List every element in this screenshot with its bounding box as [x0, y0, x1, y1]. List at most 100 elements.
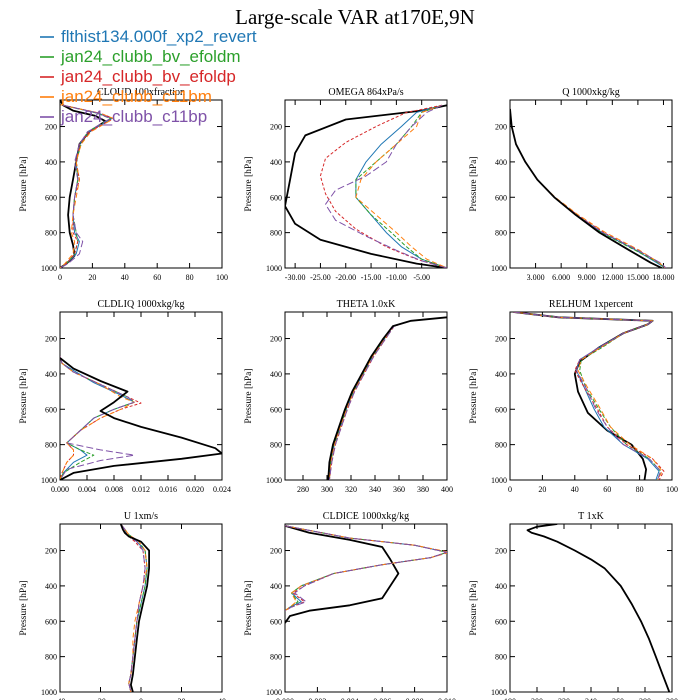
x-tick-label: -20 [95, 697, 106, 700]
series-line-c4 [285, 525, 447, 612]
x-tick-label: 200 [531, 697, 543, 700]
y-tick-label: 800 [495, 653, 507, 662]
x-tick-label: -25.00 [310, 273, 331, 282]
x-tick-label: 40 [571, 485, 579, 494]
series-line-c2 [60, 104, 111, 268]
y-tick-label: 1000 [266, 264, 282, 273]
y-tick-label: 400 [45, 370, 57, 379]
series-line-c3 [328, 316, 447, 480]
y-tick-label: 1000 [491, 264, 507, 273]
y-tick-label: 1000 [266, 688, 282, 697]
x-tick-label: 18.000 [652, 273, 674, 282]
series-line-c2 [285, 525, 447, 612]
series-group [327, 316, 447, 480]
panel-2: OMEGA 864xPa/s Pressure [hPa] 200 400 600 800… [244, 87, 448, 282]
x-tick-label: 240 [585, 697, 597, 700]
series-line-c3 [60, 356, 142, 480]
y-axis-label: Pressure [hPa] [19, 156, 29, 211]
x-tick-label: 0.002 [308, 697, 326, 700]
panel-8: CLDICE 1000xkg/kg Pressure [hPa] 200 400 600… [244, 511, 456, 700]
panel-9: T 1xK Pressure [hPa] 200 400 600 800 1000180 20… [469, 511, 678, 700]
y-tick-label: 400 [45, 582, 57, 591]
series-group [510, 108, 667, 268]
panel-title: Q 1000xkg/kg [562, 87, 620, 98]
x-tick-label: 20 [178, 697, 186, 700]
series-line-c3 [527, 524, 670, 692]
x-tick-label: 0.000 [276, 697, 294, 700]
panel-title: OMEGA 864xPa/s [328, 87, 403, 98]
series-line-c0 [119, 524, 151, 692]
series-group [513, 312, 665, 480]
series-line-c0 [526, 524, 671, 692]
panel-title: RELHUM 1xpercent [549, 299, 633, 310]
y-tick-label: 800 [45, 653, 57, 662]
series-line-c1 [510, 108, 666, 268]
series-line-c4 [60, 104, 114, 268]
legend-label: jan24_clubb_c11bp [60, 107, 207, 126]
x-tick-label: 0.020 [186, 485, 204, 494]
x-tick-label: 0.000 [51, 485, 69, 494]
series-line-c3 [319, 104, 447, 268]
y-tick-label: 400 [45, 158, 57, 167]
legend-label: flthist134.000f_xp2_revert [61, 27, 257, 46]
panel-title: CLDICE 1000xkg/kg [323, 511, 409, 522]
series-line-c4 [513, 312, 663, 480]
y-tick-label: 200 [45, 123, 57, 132]
x-tick-label: -30.00 [285, 273, 306, 282]
y-axis-label: Pressure [hPa] [19, 580, 29, 635]
series-line-c5 [510, 108, 667, 268]
x-tick-label: 60 [153, 273, 161, 282]
series-line-c0 [513, 312, 654, 480]
series-line-c1 [527, 524, 670, 692]
y-tick-label: 800 [495, 229, 507, 238]
x-tick-label: 300 [321, 485, 333, 494]
x-tick-label: 0.012 [132, 485, 150, 494]
figure-title: Large-scale VAR at170E,9N [235, 5, 475, 29]
series-group [60, 356, 222, 480]
x-tick-label: -15.00 [361, 273, 382, 282]
x-tick-label: 260 [612, 697, 624, 700]
y-axis-label: Pressure [hPa] [244, 580, 254, 635]
x-tick-label: 180 [504, 697, 516, 700]
y-tick-label: 800 [270, 653, 282, 662]
series-line-c5 [527, 524, 670, 692]
series-line-c4 [355, 104, 447, 268]
x-tick-label: 320 [345, 485, 357, 494]
series-group [285, 524, 447, 624]
legend: flthist134.000f_xp2_revertjan24_clubb_bv… [40, 27, 257, 126]
y-tick-label: 800 [270, 441, 282, 450]
y-tick-label: 1000 [491, 688, 507, 697]
x-tick-label: 6.000 [552, 273, 570, 282]
series-line-c0 [285, 524, 400, 624]
series-line-c1 [355, 104, 447, 268]
series-line-c3 [285, 525, 447, 612]
y-tick-label: 600 [45, 617, 57, 626]
y-axis-label: Pressure [hPa] [469, 580, 479, 635]
x-tick-label: 0 [58, 273, 62, 282]
y-tick-label: 200 [45, 547, 57, 556]
y-tick-label: 200 [495, 123, 507, 132]
y-axis-label: Pressure [hPa] [244, 156, 254, 211]
series-line-c1 [60, 104, 113, 268]
y-tick-label: 600 [495, 405, 507, 414]
x-tick-label: 380 [417, 485, 429, 494]
y-tick-label: 400 [495, 370, 507, 379]
y-tick-label: 800 [270, 229, 282, 238]
panel-title: CLDLIQ 1000xkg/kg [98, 299, 185, 310]
y-tick-label: 1000 [491, 476, 507, 485]
series-line-c0 [510, 108, 663, 268]
x-tick-label: 300 [666, 697, 678, 700]
y-tick-label: 200 [45, 335, 57, 344]
series-line-c1 [513, 312, 660, 480]
series-line-c0 [327, 316, 447, 480]
y-tick-label: 1000 [41, 688, 57, 697]
series-group [526, 524, 671, 692]
y-tick-label: 600 [495, 617, 507, 626]
y-axis-label: Pressure [hPa] [469, 368, 479, 423]
x-tick-label: 280 [297, 485, 309, 494]
y-tick-label: 600 [45, 193, 57, 202]
panel-3: Q 1000xkg/kg Pressure [hPa] 200 400 600 800 10… [469, 87, 674, 282]
series-line-c4 [328, 316, 447, 480]
y-tick-label: 200 [270, 335, 282, 344]
